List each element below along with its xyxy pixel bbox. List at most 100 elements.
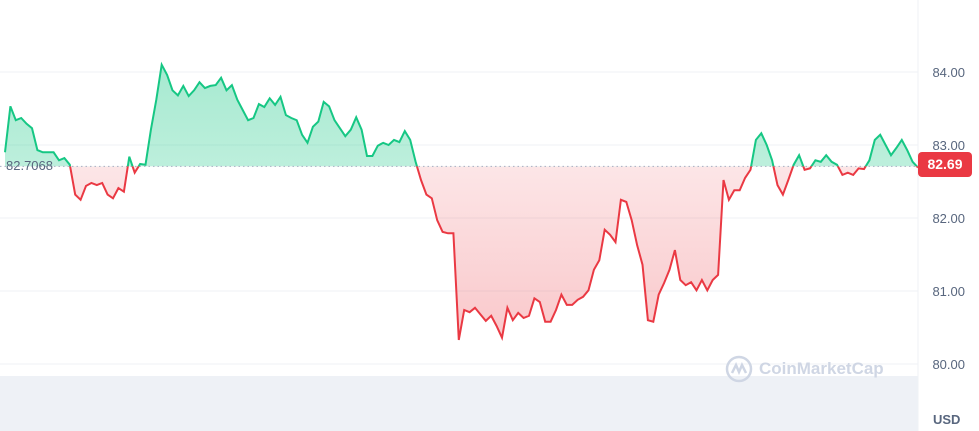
volume-band (0, 376, 918, 431)
data-point (836, 164, 837, 165)
data-point (366, 155, 367, 156)
data-point (167, 74, 168, 75)
data-point (696, 290, 697, 291)
data-point (194, 90, 195, 91)
data-point (577, 299, 578, 300)
data-point (210, 85, 211, 86)
data-point (826, 155, 827, 156)
data-point (793, 164, 794, 165)
data-point (550, 321, 551, 322)
data-point (620, 199, 621, 200)
data-point (199, 82, 200, 83)
data-point (766, 145, 767, 146)
data-point (280, 96, 281, 97)
data-point (291, 117, 292, 118)
data-point (42, 152, 43, 153)
data-point (507, 307, 508, 308)
data-point (572, 304, 573, 305)
data-point (339, 128, 340, 129)
data-point (896, 147, 897, 148)
data-point (393, 139, 394, 140)
data-point (755, 139, 756, 140)
data-point (809, 168, 810, 169)
data-point (312, 126, 313, 127)
data-point (253, 117, 254, 118)
data-point (350, 129, 351, 130)
data-point (469, 312, 470, 313)
price-line-up (4, 61, 919, 167)
price-line-down (69, 166, 919, 341)
data-point (145, 164, 146, 165)
data-point (188, 96, 189, 97)
data-point (772, 160, 773, 161)
data-point (912, 161, 913, 162)
data-point (215, 85, 216, 86)
baseline-label: 82.7068 (6, 158, 53, 173)
data-point (113, 198, 114, 199)
data-point (599, 260, 600, 261)
data-point (410, 139, 411, 140)
data-point (447, 233, 448, 234)
data-point (75, 194, 76, 195)
data-point (820, 161, 821, 162)
watermark-text: CoinMarketCap (759, 359, 884, 378)
data-point (329, 106, 330, 107)
data-point (431, 198, 432, 199)
data-point (102, 182, 103, 183)
data-point (140, 163, 141, 164)
data-point (539, 301, 540, 302)
data-point (734, 190, 735, 191)
data-point (48, 152, 49, 153)
data-point (458, 339, 459, 340)
data-point (777, 185, 778, 186)
data-point (799, 155, 800, 156)
data-point (890, 155, 891, 156)
data-point (156, 99, 157, 100)
area-below-baseline (5, 166, 918, 340)
data-point (172, 90, 173, 91)
data-point (21, 117, 22, 118)
data-point (123, 191, 124, 192)
data-point (334, 120, 335, 121)
data-point (588, 290, 589, 291)
data-point (491, 315, 492, 316)
data-point (345, 136, 346, 137)
data-point (626, 201, 627, 202)
data-point (610, 234, 611, 235)
data-point (480, 314, 481, 315)
y-tick-label: 83.00 (932, 138, 965, 153)
data-point (318, 121, 319, 122)
data-point (10, 106, 11, 107)
data-point (323, 101, 324, 102)
data-point (691, 282, 692, 283)
data-point (86, 185, 87, 186)
data-point (177, 95, 178, 96)
data-point (231, 85, 232, 86)
data-point (604, 229, 605, 230)
data-point (226, 90, 227, 91)
data-point (653, 321, 654, 322)
data-point (853, 174, 854, 175)
data-point (615, 242, 616, 243)
data-point (129, 156, 130, 157)
data-point (718, 274, 719, 275)
data-point (728, 199, 729, 200)
data-point (275, 104, 276, 105)
data-point (307, 142, 308, 143)
data-point (37, 150, 38, 151)
data-point (183, 85, 184, 86)
data-point (15, 120, 16, 121)
data-point (723, 180, 724, 181)
data-point (739, 190, 740, 191)
data-point (269, 98, 270, 99)
data-point (685, 285, 686, 286)
watermark: CoinMarketCap (725, 355, 884, 383)
data-point (842, 174, 843, 175)
data-point (453, 233, 454, 234)
data-point (383, 142, 384, 143)
data-point (901, 139, 902, 140)
data-point (874, 139, 875, 140)
data-point (258, 104, 259, 105)
data-point (59, 160, 60, 161)
